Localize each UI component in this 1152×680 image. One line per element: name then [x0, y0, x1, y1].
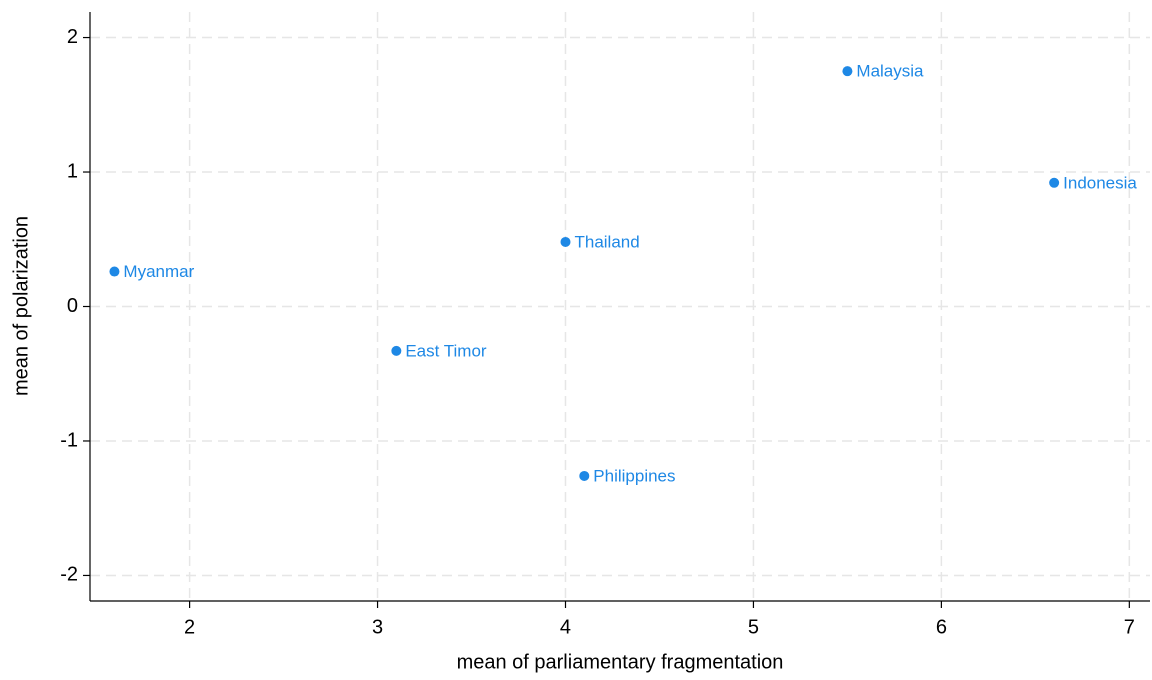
point-label: East Timor: [405, 341, 487, 360]
point: [842, 66, 853, 77]
x-tick-label: 4: [560, 616, 571, 638]
point-label: Malaysia: [856, 62, 924, 81]
point: [1049, 177, 1060, 188]
point: [560, 236, 571, 247]
y-tick-label: 2: [67, 26, 78, 48]
y-tick-label: -2: [60, 564, 78, 586]
point: [579, 470, 590, 481]
point-label: Indonesia: [1063, 173, 1137, 192]
y-tick-label: 1: [67, 160, 78, 182]
point: [391, 345, 402, 356]
point-label: Philippines: [593, 466, 675, 485]
y-axis-title: mean of polarization: [10, 216, 32, 396]
point: [109, 266, 120, 277]
y-tick-label: -1: [60, 429, 78, 451]
point-label: Myanmar: [123, 262, 194, 281]
x-tick-label: 5: [748, 616, 759, 638]
x-tick-label: 6: [936, 616, 947, 638]
x-axis-title: mean of parliamentary fragmentation: [457, 651, 784, 673]
x-tick-label: 7: [1124, 616, 1135, 638]
y-tick-label: 0: [67, 295, 78, 317]
x-tick-label: 3: [372, 616, 383, 638]
point-label: Thailand: [574, 232, 639, 251]
x-tick-label: 2: [184, 616, 195, 638]
